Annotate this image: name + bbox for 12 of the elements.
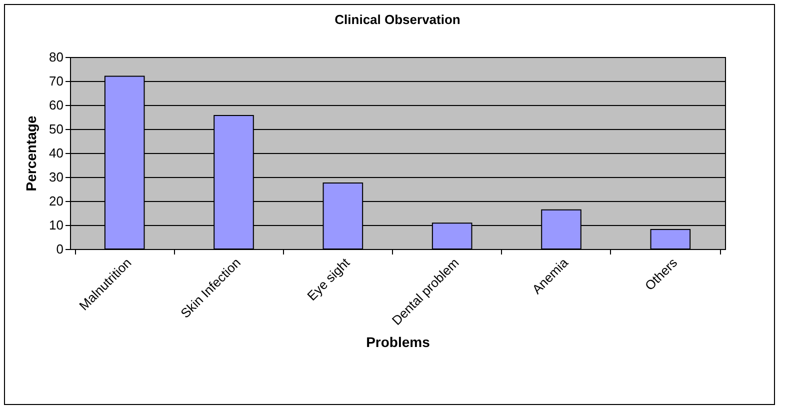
y-tick-label: 40 bbox=[49, 146, 64, 160]
y-tick-label: 20 bbox=[49, 194, 64, 208]
y-tick-label: 30 bbox=[49, 170, 64, 184]
y-tick-label: 0 bbox=[56, 242, 64, 256]
chart-title: Clinical Observation bbox=[334, 12, 460, 27]
y-axis-title: Percentage bbox=[23, 116, 40, 192]
y-tick-label: 10 bbox=[49, 218, 64, 232]
y-tick-label: 60 bbox=[49, 98, 64, 112]
x-axis-title: Problems bbox=[366, 334, 430, 350]
y-tick-label: 70 bbox=[49, 74, 64, 88]
y-tick-label: 50 bbox=[49, 122, 64, 136]
y-tick-label: 80 bbox=[49, 50, 64, 64]
